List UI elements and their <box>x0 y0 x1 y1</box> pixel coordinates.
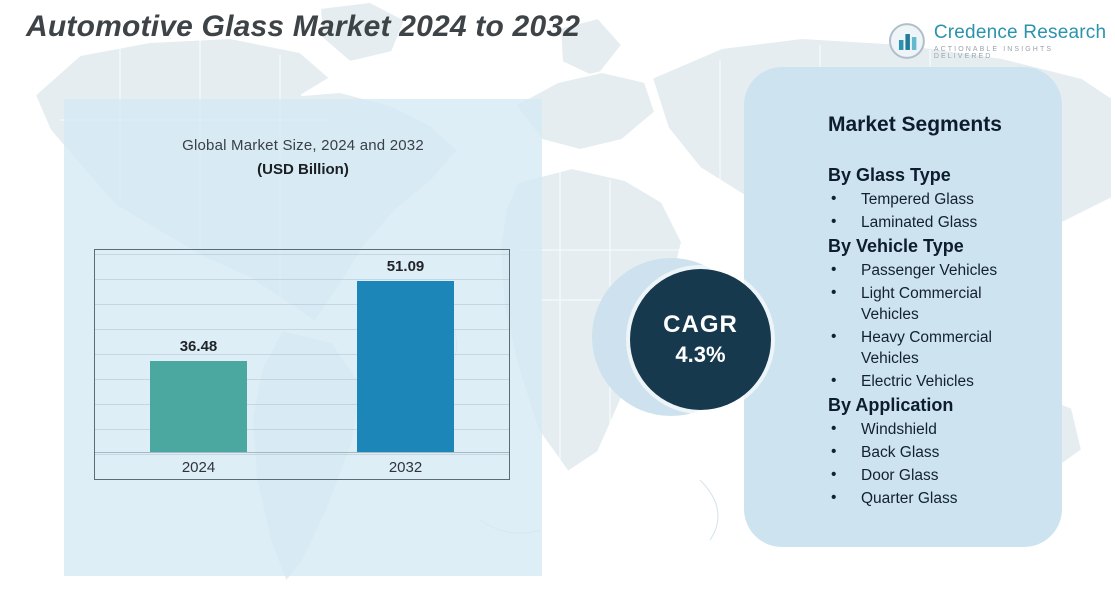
chart-header: Global Market Size, 2024 and 2032 (USD B… <box>64 137 542 178</box>
list-item: Light Commercial Vehicles <box>828 282 1036 325</box>
bar-value-2024: 36.48 <box>179 337 218 355</box>
list-item: Electric Vehicles <box>828 370 1036 392</box>
x-label-2024: 2024 <box>181 459 216 476</box>
x-axis-labels: 2024 2032 <box>95 459 509 476</box>
list-item: Heavy Commercial Vehicles <box>828 326 1036 369</box>
brand-logo: Credence Research Actionable Insights De… <box>888 22 1115 60</box>
market-size-panel: Global Market Size, 2024 and 2032 (USD B… <box>64 99 542 576</box>
list-item: Door Glass <box>828 464 1036 486</box>
bar-chart: 36.48 51.09 2024 2032 <box>94 249 510 480</box>
segments-title: Market Segments <box>828 113 1002 136</box>
brand-name: Credence Research <box>933 22 1107 43</box>
segment-list-vehicle-type: Passenger Vehicles Light Commercial Vehi… <box>828 259 1036 392</box>
segment-heading-application: By Application <box>828 395 954 415</box>
bar-2032 <box>357 281 454 452</box>
map-greenland <box>319 1 406 63</box>
bar-group-2032: 51.09 <box>346 258 466 452</box>
bar-chart-plot-area: 36.48 51.09 <box>95 258 509 453</box>
segment-heading-vehicle-type: By Vehicle Type <box>828 236 964 256</box>
list-item: Laminated Glass <box>828 211 1036 233</box>
segment-list-application: Windshield Back Glass Door Glass Quarter… <box>828 418 1036 509</box>
brand-text: Credence Research Actionable Insights De… <box>934 22 1115 60</box>
map-europe <box>514 71 656 151</box>
chart-title: Global Market Size, 2024 and 2032 <box>182 137 424 154</box>
list-item: Tempered Glass <box>828 188 1036 210</box>
bar-group-2024: 36.48 <box>139 258 259 452</box>
cagr-label: CAGR <box>663 311 738 338</box>
segment-heading-glass-type: By Glass Type <box>828 165 951 185</box>
x-label-2032: 2032 <box>388 459 423 476</box>
page-title: Automotive Glass Market 2024 to 2032 <box>26 10 581 43</box>
chart-subtitle: (USD Billion) <box>257 161 349 178</box>
list-item: Windshield <box>828 418 1036 440</box>
list-item: Back Glass <box>828 441 1036 463</box>
segment-list-glass-type: Tempered Glass Laminated Glass <box>828 188 1036 233</box>
cagr-value: 4.3% <box>675 342 726 367</box>
cagr-badge: CAGR 4.3% <box>592 258 772 423</box>
brand-tagline: Actionable Insights Delivered <box>933 46 1054 60</box>
cagr-circle: CAGR 4.3% <box>630 269 771 410</box>
bar-2024 <box>150 360 247 452</box>
map-scandinavia <box>559 17 623 79</box>
market-segments-panel: Market Segments By Glass Type Tempered G… <box>744 67 1062 547</box>
bar-value-2032: 51.09 <box>386 258 425 275</box>
list-item: Passenger Vehicles <box>828 259 1036 281</box>
bar-chart-logo-icon <box>888 23 925 59</box>
list-item: Quarter Glass <box>828 487 1036 509</box>
